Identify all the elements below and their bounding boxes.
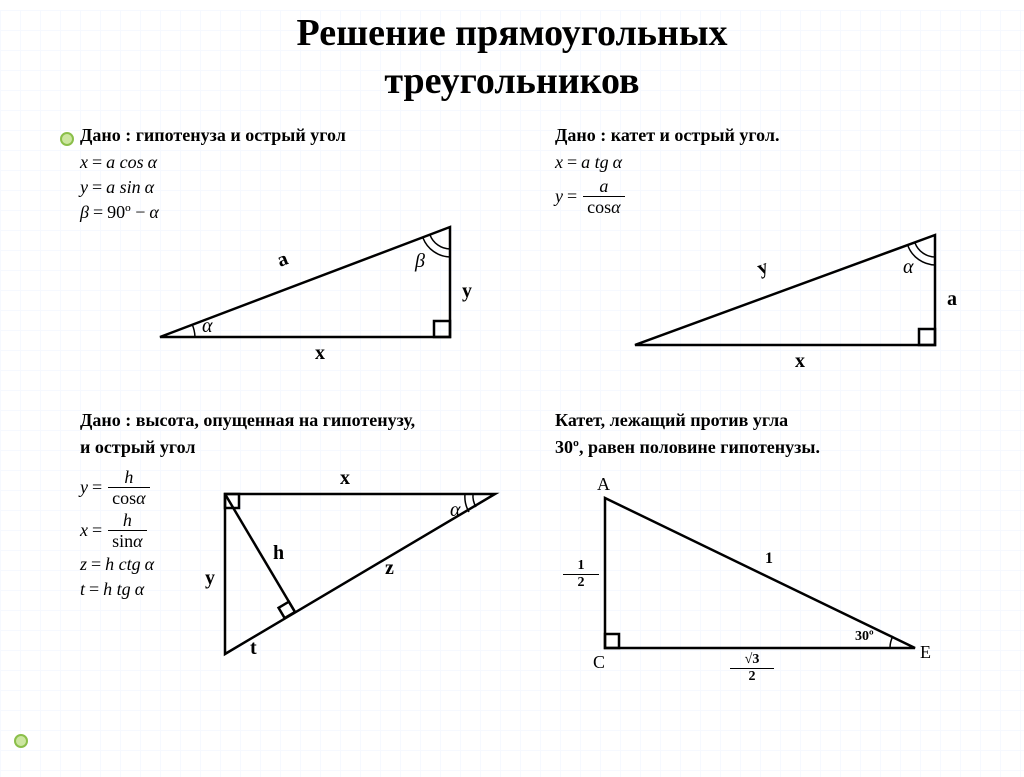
given-bl-l1: Дано : высота, опущенная на гипотенузу, [80,410,525,431]
svg-text:h: h [273,542,284,564]
eq-bl-4: t = h tgα [80,579,185,600]
svg-text:α: α [903,256,914,278]
given-tr: Дано : катет и острый угол. [555,125,995,146]
svg-text:x: x [315,342,325,364]
eq-bl-2: x = h sinα [80,511,185,550]
svg-text:β: β [414,250,425,272]
svg-text:α: α [450,499,461,521]
panel-altitude-angle: Дано : высота, опущенная на гипотенузу, … [80,410,525,693]
svg-text:x: x [340,467,350,489]
eq-bl-3: z = h ctgα [80,554,185,575]
slide-marker-1 [60,132,74,146]
panel-leg-angle: Дано : катет и острый угол. x = a tgα y … [555,125,995,380]
text-br-l2: 30º, равен половине гипотенузы. [555,437,995,458]
panel-30deg-rule: Катет, лежащий против угла 30º, равен по… [555,410,995,693]
eq-tr-1: x = a tgα [555,152,995,173]
diagram-tl: a y x α β [140,167,525,372]
svg-text:α: α [202,315,213,337]
svg-text:a: a [274,248,291,272]
title-line-2: треугольников [384,60,639,102]
svg-text:y: y [462,280,472,302]
title-line-1: Решение прямоугольных [297,12,728,54]
svg-text:z: z [385,557,394,579]
svg-text:A: A [597,474,610,494]
svg-text:y: y [754,256,771,280]
svg-text:E: E [920,642,931,662]
svg-text:1: 1 [765,550,773,567]
svg-text:y: y [205,567,215,589]
text-br-l1: Катет, лежащий против угла [555,410,995,431]
page-title: Решение прямоугольных треугольников [0,10,1024,105]
svg-text:30º: 30º [855,629,874,644]
diagram-tr: y a x α [615,175,995,380]
slide-marker-2 [14,734,28,748]
svg-text:a: a [947,288,957,310]
eq-bl-1: y = h cosα [80,468,185,507]
given-bl-l2: и острый угол [80,437,525,458]
svg-text:C: C [593,652,605,672]
svg-text:x: x [795,350,805,372]
panel-hypotenuse-angle: Дано : гипотенуза и острый угол x = a co… [80,125,525,380]
diagram-bl: x y z h t α [195,464,525,679]
diagram-br: A C E 1 1 2 √3 2 [555,468,995,693]
given-tl: Дано : гипотенуза и острый угол [80,125,525,146]
svg-text:t: t [250,637,257,659]
